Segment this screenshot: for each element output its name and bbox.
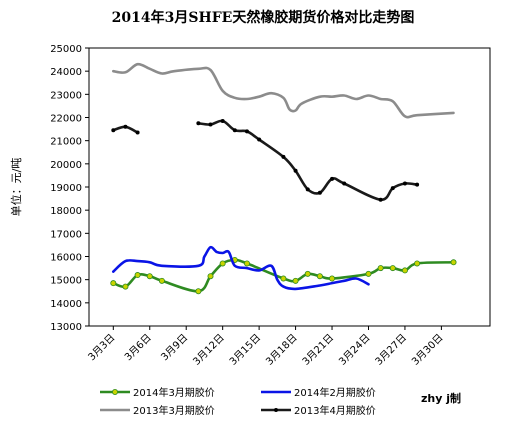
x-tick-label: 3月6日 xyxy=(122,332,154,364)
series-line xyxy=(197,119,419,202)
y-tick-label: 20000 xyxy=(50,160,82,171)
y-tick-label: 13000 xyxy=(50,322,82,333)
x-tick-label: 3月9日 xyxy=(159,332,191,364)
data-point xyxy=(402,181,407,186)
y-axis-label: 单位：元/吨 xyxy=(9,158,23,217)
y-tick-label: 18000 xyxy=(50,206,82,217)
y-tick-label: 22000 xyxy=(50,114,82,125)
legend-item: 2014年2月期胶价 xyxy=(261,386,376,399)
x-tick-label: 3月18日 xyxy=(264,332,300,368)
data-point xyxy=(330,176,335,181)
data-point xyxy=(390,186,395,191)
y-tick-label: 16000 xyxy=(50,253,82,264)
chart-title: 2014年3月SHFE天然橡胶期货价格对比走势图 xyxy=(112,9,415,26)
series-line xyxy=(112,245,370,291)
legend-label: 2013年4月期胶价 xyxy=(294,404,376,417)
data-point xyxy=(123,124,128,129)
series-3 xyxy=(112,62,455,119)
y-tick-label: 25000 xyxy=(50,44,82,55)
legend-item: 2013年3月期胶价 xyxy=(100,404,215,417)
x-tick-label: 3月3日 xyxy=(86,332,118,364)
x-tick-label: 3月27日 xyxy=(373,332,409,368)
y-tick-label: 21000 xyxy=(50,137,82,148)
data-point xyxy=(377,265,384,272)
data-point xyxy=(389,265,396,272)
data-point xyxy=(232,128,237,133)
y-tick-label: 19000 xyxy=(50,183,82,194)
legend-label: 2014年2月期胶价 xyxy=(294,386,376,399)
legend: 2014年3月期胶价 2014年2月期胶价 2013年3月期胶价 2013年4月期胶价 xyxy=(100,386,376,417)
legend-marker xyxy=(274,408,278,412)
legend-item: 2014年3月期胶价 xyxy=(100,386,215,399)
plot-area xyxy=(88,47,491,327)
data-point xyxy=(243,260,250,267)
data-point xyxy=(401,267,408,274)
series-2 xyxy=(112,245,370,291)
y-tick-label: 24000 xyxy=(50,67,82,78)
data-point xyxy=(305,187,310,192)
data-point xyxy=(317,190,322,195)
series-1 xyxy=(110,256,457,295)
legend-item: 2013年4月期胶价 xyxy=(261,404,376,417)
y-axis: 13000 14000 15000 16000 17000 18000 19000 20000… xyxy=(50,44,89,333)
data-point xyxy=(280,275,287,282)
data-point xyxy=(304,270,311,277)
data-point xyxy=(219,260,226,267)
data-point xyxy=(329,275,336,282)
data-point xyxy=(146,273,153,280)
data-point xyxy=(196,121,201,126)
data-point xyxy=(378,197,383,202)
data-point xyxy=(158,277,165,284)
y-tick-label: 23000 xyxy=(50,90,82,101)
data-point xyxy=(450,259,457,266)
series-layer xyxy=(110,62,457,295)
x-tick-label: 3月24日 xyxy=(336,332,372,368)
data-point xyxy=(257,137,262,142)
x-tick-label: 3月12日 xyxy=(191,332,227,368)
x-tick-label: 3月30日 xyxy=(409,332,445,368)
x-tick-label: 3月15日 xyxy=(227,332,263,368)
series-4 xyxy=(111,118,420,202)
data-point xyxy=(110,280,117,287)
data-point xyxy=(414,260,421,267)
y-tick-label: 17000 xyxy=(50,229,82,240)
x-axis: 3月3日 3月6日 3月9日 3月12日 3月15日 3月18日 3月21日 3月24日 3月2… xyxy=(86,326,446,368)
legend-marker xyxy=(112,388,119,395)
data-point xyxy=(134,272,141,279)
data-point xyxy=(220,118,225,123)
y-tick-label: 15000 xyxy=(50,276,82,287)
data-point xyxy=(195,288,202,295)
data-point xyxy=(122,283,129,290)
data-point xyxy=(293,168,298,173)
data-point xyxy=(244,129,249,134)
series-line xyxy=(112,62,455,119)
legend-label: 2014年3月期胶价 xyxy=(133,386,215,399)
x-tick-label: 3月21日 xyxy=(300,332,336,368)
data-point xyxy=(316,273,323,280)
data-point xyxy=(292,277,299,284)
data-point xyxy=(415,182,420,187)
legend-label: 2013年3月期胶价 xyxy=(133,404,215,417)
data-point xyxy=(207,273,214,280)
chart-credit: zhy j制 xyxy=(421,391,461,405)
y-tick-label: 14000 xyxy=(50,299,82,310)
data-point xyxy=(281,154,286,159)
data-point xyxy=(208,122,213,127)
data-point xyxy=(365,270,372,277)
data-point xyxy=(111,128,116,133)
data-point xyxy=(342,181,347,186)
data-point xyxy=(135,130,140,135)
